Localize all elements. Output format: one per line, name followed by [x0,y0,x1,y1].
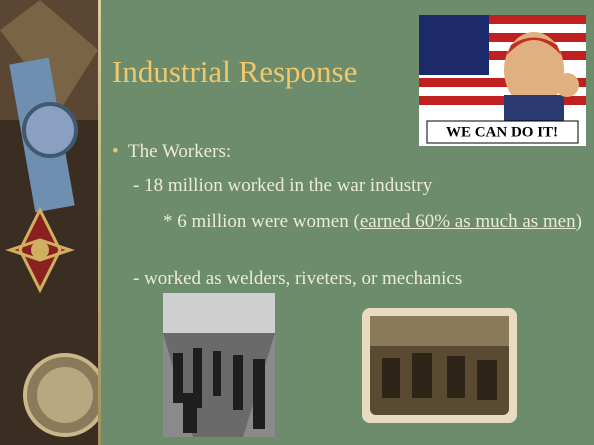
sub-bullet: * 6 million were women (earned 60% as mu… [133,207,593,237]
decorative-strip [0,0,98,445]
slide-title: Industrial Response [112,54,357,90]
link[interactable]: earned 60% as much as men [360,211,576,232]
bullet-marker: • [112,141,119,163]
poster-text: WE CAN DO IT! [446,124,558,140]
text: * 6 million were women ( [163,211,360,232]
factory-photo [163,293,275,437]
slide: Industrial Response WE CAN DO IT! • The … [0,0,594,445]
sub-bullet: - worked as welders, riveters, or mechan… [133,268,462,290]
factory-photo [362,308,517,423]
poster-image: WE CAN DO IT! [419,15,586,146]
sub-bullet: - 18 million worked in the war industry [133,175,432,197]
bullet-text: The Workers: [128,141,231,163]
text: ) [576,211,582,232]
divider [98,0,101,445]
